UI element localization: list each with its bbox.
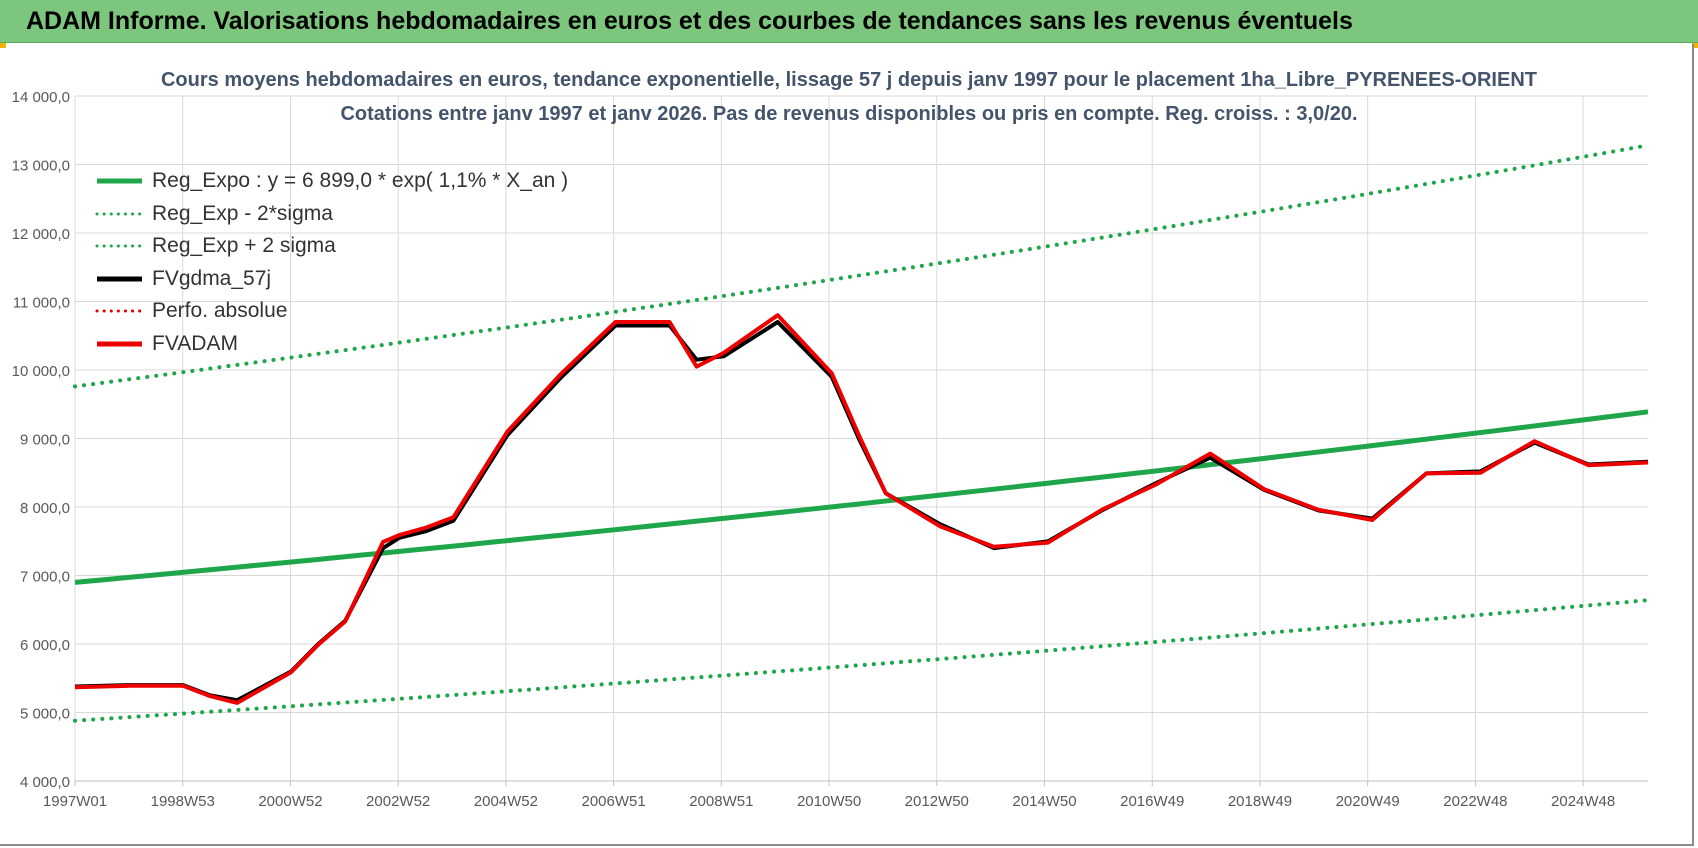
x-tick-label: 1998W53 (151, 793, 215, 810)
y-tick-label: 9 000,0 (20, 432, 70, 449)
legend-swatch (97, 341, 142, 347)
y-tick-label: 7 000,0 (20, 569, 70, 586)
legend-swatch (95, 244, 144, 248)
legend-swatch (95, 309, 144, 313)
legend-label: Reg_Expo : y = 6 899,0 * exp( 1,1% * X_a… (152, 169, 569, 192)
legend-label: FVgdma_57j (152, 266, 272, 290)
y-tick-label: 4 000,0 (20, 774, 70, 791)
x-tick-labels: 1997W01 1998W53 2000W52 2002W52 2004W52 2006W… (43, 793, 1615, 810)
y-tick-label: 13 000,0 (12, 158, 70, 175)
banner-title: ADAM Informe. Valorisations hebdomadaire… (26, 7, 1353, 35)
y-tick-label: 6 000,0 (20, 637, 70, 654)
legend-swatch (97, 178, 142, 184)
y-tick-label: 11 000,0 (13, 295, 70, 312)
x-tick-label: 2010W50 (797, 793, 861, 810)
header-banner: ADAM Informe. Valorisations hebdomadaire… (0, 0, 1698, 43)
legend-swatch (95, 212, 144, 216)
x-tick-label: 2000W52 (258, 793, 322, 810)
x-tick-label: 2014W50 (1012, 793, 1076, 810)
legend-label: Reg_Exp - 2*sigma (152, 201, 333, 225)
series-line-3 (74, 320, 1649, 703)
x-tick-label: 2006W51 (582, 793, 646, 810)
x-tick-label: 2018W49 (1228, 793, 1292, 810)
series-lines (73, 143, 1650, 723)
legend-label: Perfo. absolue (152, 299, 288, 323)
legend-label: Reg_Exp + 2 sigma (152, 234, 336, 258)
chart-title: Cours moyens hebdomadaires en euros, ten… (160, 69, 1537, 91)
chart-subtitle: Cotations entre janv 1997 et janv 2026. … (340, 103, 1358, 125)
x-tick-label: 2020W49 (1336, 793, 1400, 810)
y-tick-label: 8 000,0 (20, 500, 70, 517)
corner-marker-right (1692, 43, 1698, 48)
x-tick-label: 2016W49 (1120, 793, 1184, 810)
y-tick-label: 10 000,0 (12, 363, 70, 380)
y-tick-label: 5 000,0 (20, 706, 70, 723)
corner-marker-left (0, 43, 6, 48)
y-tick-label: 12 000,0 (12, 226, 70, 243)
x-tick-label: 2008W51 (689, 793, 753, 810)
x-tick-label: 1997W01 (43, 793, 107, 810)
x-tick-label: 2012W50 (905, 793, 969, 810)
y-tick-label: 14 000,0 (12, 89, 70, 106)
x-tick-label: 2024W48 (1551, 793, 1615, 810)
chart-frame (0, 44, 1694, 846)
x-tick-label: 2002W52 (366, 793, 430, 810)
x-tick-label: 2022W48 (1443, 793, 1507, 810)
series-line-5 (74, 313, 1649, 705)
series-line-0 (74, 409, 1649, 585)
y-tick-labels: 4 000,0 5 000,0 6 000,0 7 000,0 8 000,0 9 000… (12, 89, 70, 791)
series-line-2 (73, 143, 1650, 389)
legend-swatch (97, 276, 142, 282)
legend-label: FVADAM (152, 332, 238, 355)
series-line-1 (73, 598, 1650, 723)
x-tick-label: 2004W52 (474, 793, 538, 810)
